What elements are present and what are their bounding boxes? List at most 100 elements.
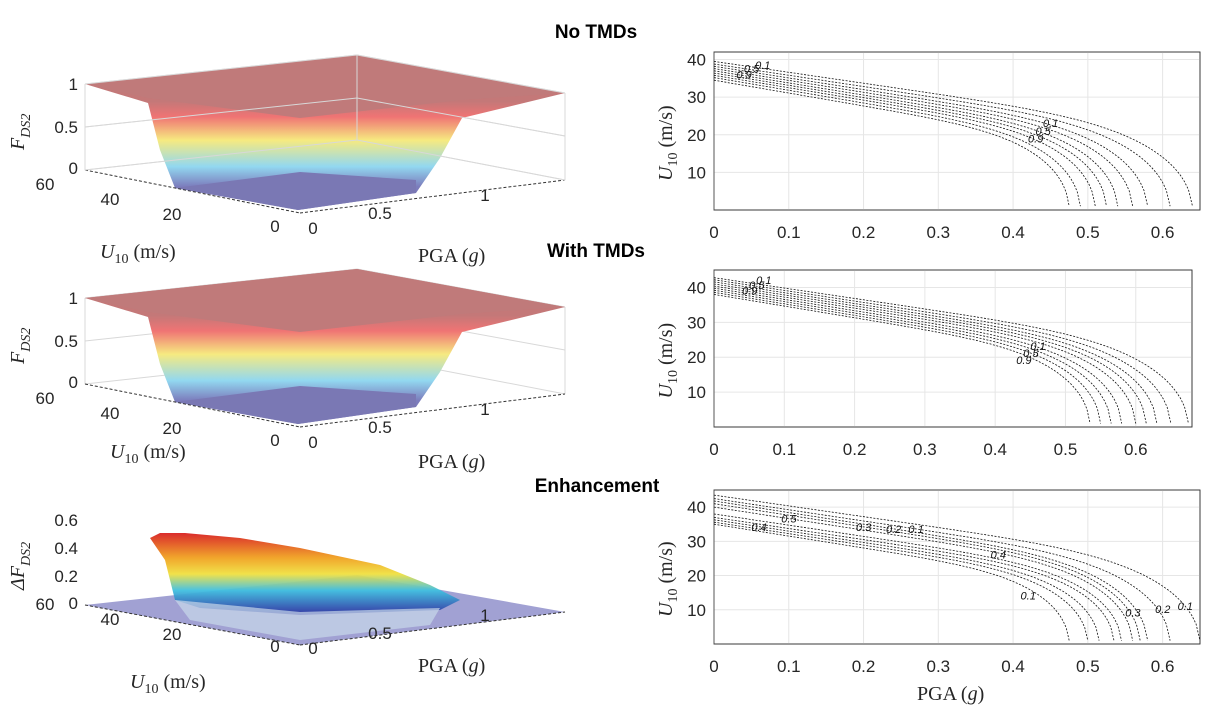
y-tick-label: 40: [687, 51, 706, 70]
y-axis-label: U10 (m/s): [655, 323, 681, 399]
contour-line-0.6: [713, 72, 1107, 207]
u10-tick-label: 20: [163, 419, 182, 438]
z-tick-label: 0: [69, 594, 78, 613]
x-tick-label: 0.5: [1054, 440, 1078, 459]
z-tick-label: 0.2: [54, 567, 78, 586]
y-tick-label: 40: [687, 278, 706, 297]
contour-line-0.3: [713, 281, 1158, 424]
contour-line-0.4: [713, 517, 1115, 641]
z-axis-label: ΔFDS2: [7, 542, 34, 591]
x-tick-label: 0: [709, 440, 718, 459]
pga-axis-line: [299, 393, 566, 428]
x-tick-label: 0.1: [777, 657, 801, 676]
u10-tick-label: 20: [163, 205, 182, 224]
pga-tick-label: 0: [308, 433, 317, 452]
u10-tick-label: 60: [36, 595, 55, 614]
u10-tick-label: 20: [163, 625, 182, 644]
pga-axis-label: PGA (g): [418, 451, 485, 473]
u10-tick-label: 0: [270, 217, 279, 236]
contour-line-0.6: [713, 287, 1123, 424]
surface-plot-enhancement: 0 0.2 0.4 0.6 60 40 20 0 0 0.5 1 ΔFDS2 U10 (m/s) PGA …: [7, 54, 566, 697]
y-axis-label: U10 (m/s): [655, 105, 681, 181]
y-tick-label: 20: [687, 126, 706, 145]
plot-frame: [713, 489, 1201, 645]
surface-plot-with-tmds: 0 0.5 1 60 40 20 0 0 0.5 1 FDS2 U10 (m/s) PGA (g): [7, 268, 566, 473]
grid-line: [84, 97, 566, 137]
y-axis-label: U10 (m/s): [655, 541, 681, 617]
u10-tick-label: 40: [101, 190, 120, 209]
contour-line-0.4: [713, 283, 1147, 424]
contour-label: 0.1: [1021, 591, 1036, 603]
contour-line-0.3: [713, 519, 1100, 641]
u10-tick-label: 40: [101, 610, 120, 629]
x-tick-label: 0.3: [913, 440, 937, 459]
contour-line-0.8: [713, 77, 1081, 207]
contour-line-0.5: [713, 506, 1134, 641]
contour-label: 0.9: [1016, 355, 1031, 367]
x-tick-label: 0.6: [1151, 657, 1175, 676]
x-axis-label: PGA (g): [917, 683, 984, 705]
x-tick-label: 0.1: [772, 440, 796, 459]
pga-tick-label: 1: [480, 400, 489, 419]
y-tick-label: 10: [687, 163, 706, 182]
y-tick-label: 30: [687, 313, 706, 332]
contour-label: 0.9: [742, 285, 757, 297]
surface-floor: [175, 386, 416, 424]
contour-label: 0.2: [1155, 604, 1170, 616]
contour-label: 0.5: [749, 280, 765, 292]
ridge-shadow: [175, 600, 440, 640]
pga-axis-label: PGA (g): [418, 655, 485, 677]
contour-label: 0.1: [1178, 601, 1193, 613]
x-tick-label: 0.5: [1076, 223, 1100, 242]
u10-axis-label: U10 (m/s): [130, 671, 206, 697]
pga-axis-label: PGA (g): [418, 245, 485, 267]
x-tick-label: 0: [709, 657, 718, 676]
z-axis-label: FDS2: [7, 328, 34, 365]
z-axis-label: FDS2: [7, 114, 34, 151]
contour-line-0.1: [713, 61, 1193, 207]
contour-label: 0.4: [751, 522, 766, 534]
contour-plot-enhancement: 0 0.1 0.2 0.3 0.4 0.5 0.6 10 20 30 40 0.5 0.3 0.2 0.1 0…: [655, 489, 1201, 705]
contour-line-0.9: [713, 294, 1091, 424]
x-tick-label: 0.4: [1001, 657, 1025, 676]
contour-line-0.1: [713, 523, 1070, 641]
pga-tick-label: 0: [308, 639, 317, 658]
plot-frame: [713, 51, 1201, 211]
x-tick-label: 0.3: [926, 223, 950, 242]
pga-tick-label: 1: [480, 186, 489, 205]
z-tick-label: 0: [69, 159, 78, 178]
contour-line-0.5: [713, 70, 1119, 207]
x-tick-label: 0.2: [843, 440, 867, 459]
plot-area: [713, 51, 1201, 211]
surface-floor: [175, 172, 416, 210]
pga-tick-label: 0.5: [368, 418, 392, 437]
z-tick-label: 1: [69, 289, 78, 308]
u10-tick-label: 0: [270, 431, 279, 450]
x-tick-label: 0.5: [1076, 657, 1100, 676]
u10-tick-label: 60: [36, 175, 55, 194]
contour-label: 0.1: [755, 60, 770, 72]
enhancement-ridge: [150, 533, 460, 615]
titles: No TMDs With TMDs Enhancement: [535, 22, 660, 497]
contour-line-0.1: [713, 277, 1189, 424]
contour-plot-no-tmds: 0 0.1 0.2 0.3 0.4 0.5 0.6102030400.90.50.10.90…: [655, 51, 1201, 242]
contour-label: 0.1: [1030, 341, 1045, 353]
contour-line-0.1: [713, 494, 1201, 641]
y-tick-label: 30: [687, 88, 706, 107]
contour-line-0.7: [713, 289, 1112, 424]
contour-label: 0.5: [781, 514, 797, 526]
z-tick-label: 0: [69, 373, 78, 392]
y-tick-label: 10: [687, 383, 706, 402]
contour-line-0.7: [713, 74, 1096, 207]
contour-label: 0.1: [1043, 118, 1058, 130]
contour-line-0.2: [713, 521, 1089, 641]
pga-axis-line: [299, 179, 566, 214]
contour-line-0.4: [713, 68, 1134, 207]
plot-area: [713, 489, 1201, 645]
contour-line-0.2: [713, 498, 1171, 641]
z-tick-label: 0.5: [54, 332, 78, 351]
y-tick-label: 20: [687, 348, 706, 367]
